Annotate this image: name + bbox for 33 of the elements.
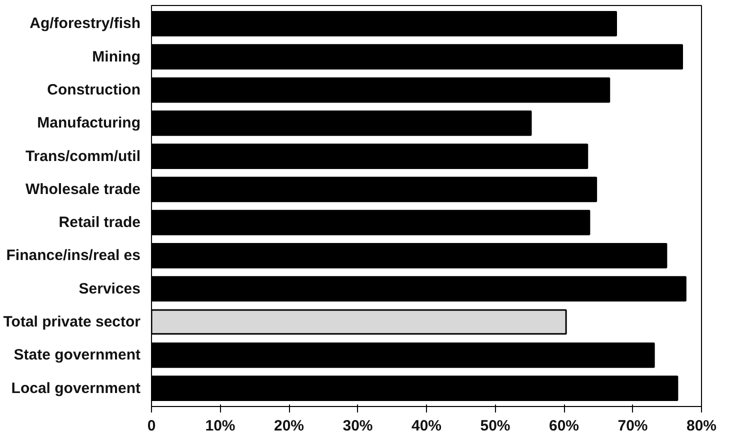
bar [152, 276, 686, 302]
bar [152, 342, 655, 368]
bar [152, 176, 598, 202]
y-tick-label: Manufacturing [37, 114, 141, 132]
bar [152, 243, 668, 268]
bar [152, 144, 588, 169]
x-tick-label: 0 [147, 418, 156, 434]
bar [152, 77, 610, 103]
bar [152, 210, 590, 236]
bar [152, 309, 567, 335]
y-tick-label: Retail trade [58, 214, 141, 232]
y-tick-label: Total private sector [3, 313, 141, 330]
x-tick-label: 50% [480, 418, 510, 434]
y-tick-label: Trans/comm/util [25, 148, 141, 165]
x-tick-label: 60% [548, 418, 580, 434]
y-tick-label: Local government [11, 380, 141, 397]
x-tick-label: 40% [411, 418, 442, 434]
bar [152, 44, 683, 70]
x-tick-label: 70% [618, 418, 648, 434]
y-tick-label: Finance/ins/real es [6, 247, 141, 264]
y-tick-label: State government [14, 346, 141, 364]
y-tick-label: Services [78, 280, 141, 298]
x-tick-label: 80% [686, 418, 717, 434]
y-tick-label: Mining [92, 48, 141, 66]
bar [152, 11, 617, 36]
y-tick-label: Ag/forestry/fish [30, 15, 141, 32]
x-tick-label: 20% [274, 418, 304, 434]
x-tick-label: 10% [205, 418, 236, 434]
y-tick-label: Construction [47, 82, 141, 99]
y-tick-label: Wholesale trade [25, 180, 141, 198]
x-tick-label: 30% [342, 418, 373, 434]
bar [152, 110, 532, 136]
bar [152, 376, 678, 401]
